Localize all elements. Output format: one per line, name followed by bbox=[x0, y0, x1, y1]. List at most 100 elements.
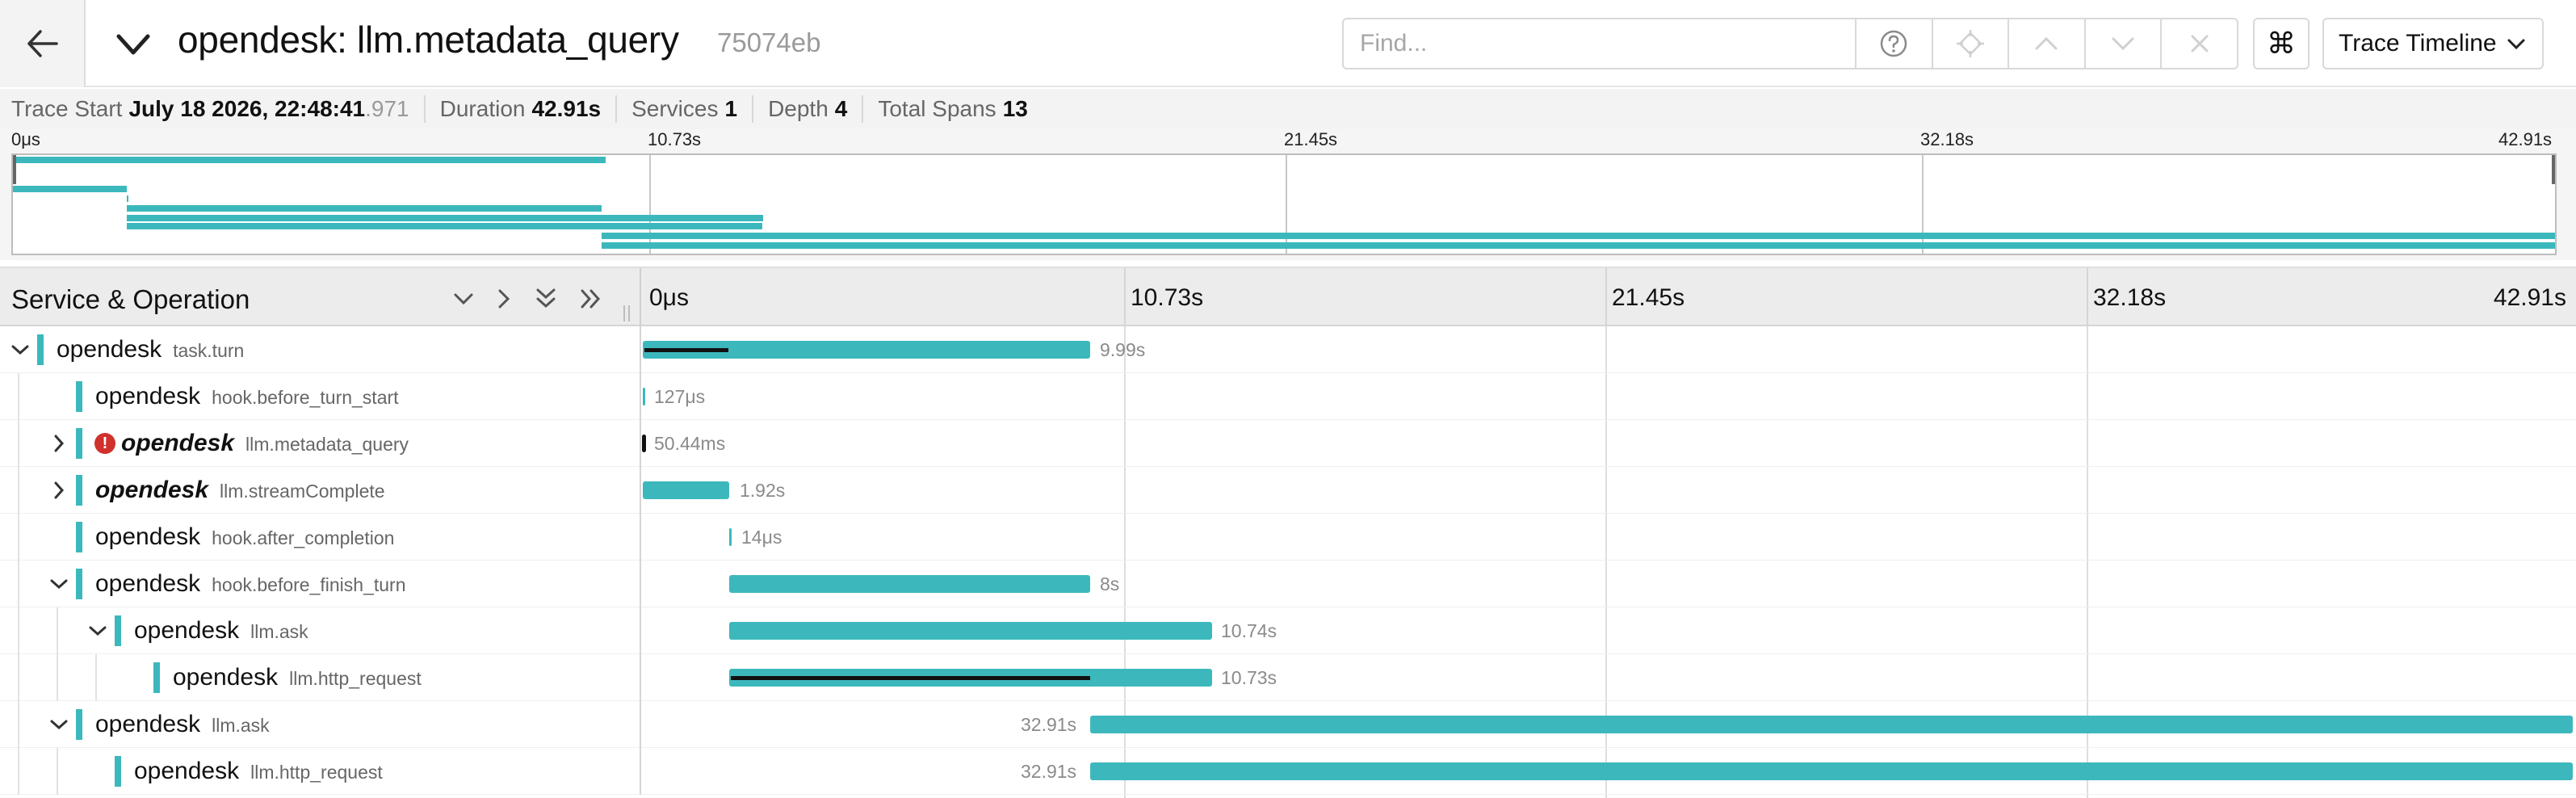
timeline-header: Service & Operation 0μs 10.73s 21.45s 32… bbox=[0, 267, 2576, 328]
span-name-cell[interactable]: opendesk llm.http_request bbox=[0, 748, 641, 795]
minimap-span bbox=[602, 233, 2555, 239]
operation-name: llm.http_request bbox=[250, 762, 383, 783]
span-toggle[interactable] bbox=[8, 338, 32, 362]
arrow-left-icon bbox=[27, 30, 58, 57]
find-help-button[interactable] bbox=[1854, 19, 1932, 68]
span-bar[interactable] bbox=[729, 575, 1090, 593]
trace-id: 75074eb bbox=[717, 27, 821, 57]
operation-name: llm.ask bbox=[212, 715, 270, 736]
span-name-cell[interactable]: ! opendesk llm.metadata_query bbox=[0, 420, 641, 467]
trace-header: opendesk: llm.metadata_query 75074eb bbox=[0, 0, 2576, 87]
span-toggle[interactable] bbox=[47, 712, 71, 737]
operation-name: hook.after_completion bbox=[212, 527, 395, 548]
expand-all-button[interactable] bbox=[575, 284, 607, 313]
service-name: opendesk bbox=[121, 430, 235, 456]
span-service: opendesk llm.ask bbox=[95, 711, 270, 738]
minimap-handle-right[interactable] bbox=[2552, 155, 2555, 184]
chevron-down-icon bbox=[89, 626, 107, 636]
next-match-button[interactable] bbox=[2083, 19, 2161, 68]
timeline-tick-line bbox=[1124, 268, 1126, 328]
chevron-down-icon bbox=[116, 34, 150, 55]
span-service: opendesk llm.ask bbox=[134, 617, 308, 645]
collapse-header-button[interactable] bbox=[111, 24, 155, 65]
span-row[interactable]: opendesk llm.ask 10.74s bbox=[0, 607, 2576, 654]
span-bar[interactable] bbox=[1090, 716, 2573, 733]
column-resize-handle[interactable] bbox=[623, 305, 630, 321]
chevron-down-icon bbox=[50, 720, 68, 730]
trace-depth: Depth 4 bbox=[768, 96, 847, 122]
service-name: opendesk bbox=[173, 664, 279, 691]
command-icon: ⌘ bbox=[2267, 27, 2296, 60]
span-name-cell[interactable]: opendesk llm.streamComplete bbox=[0, 467, 641, 514]
collapse-one-button[interactable] bbox=[447, 284, 480, 313]
duration-label: Duration bbox=[439, 96, 526, 121]
span-name-cell[interactable]: opendesk llm.http_request bbox=[0, 654, 641, 701]
service-name: opendesk bbox=[95, 477, 209, 503]
span-row[interactable]: opendesk hook.before_turn_start 127μs bbox=[0, 373, 2576, 420]
keyboard-shortcuts-button[interactable]: ⌘ bbox=[2253, 18, 2310, 69]
span-bar[interactable] bbox=[729, 622, 1212, 640]
span-row[interactable]: opendesk llm.ask 32.91s bbox=[0, 701, 2576, 748]
span-toggle[interactable] bbox=[86, 619, 110, 643]
span-name-cell[interactable]: opendesk hook.before_finish_turn bbox=[0, 561, 641, 607]
chevron-right-icon bbox=[54, 435, 65, 452]
span-row[interactable]: opendesk llm.http_request 32.91s bbox=[0, 748, 2576, 795]
span-bar[interactable] bbox=[1090, 762, 2573, 780]
span-duration: 8s bbox=[1100, 573, 1120, 594]
span-name-cell[interactable]: opendesk llm.ask bbox=[0, 701, 641, 748]
span-row[interactable]: ! opendesk llm.metadata_query 50.44ms bbox=[0, 420, 2576, 467]
minimap-handle-left[interactable] bbox=[13, 155, 16, 184]
span-name-cell[interactable]: opendesk task.turn bbox=[0, 326, 641, 373]
span-service: opendesk llm.http_request bbox=[173, 664, 422, 691]
span-row[interactable]: opendesk llm.http_request 10.73s bbox=[0, 654, 2576, 701]
expand-one-button[interactable] bbox=[488, 284, 520, 313]
trace-minimap[interactable]: 0μs 10.73s 21.45s 32.18s 42.91s bbox=[0, 129, 2576, 260]
span-self-time bbox=[644, 348, 728, 352]
span-name-cell[interactable]: opendesk llm.ask bbox=[0, 607, 641, 654]
span-service: opendesk hook.before_turn_start bbox=[95, 383, 399, 410]
span-name-cell[interactable]: opendesk hook.after_completion bbox=[0, 514, 641, 561]
span-row[interactable]: opendesk llm.streamComplete 1.92s bbox=[0, 467, 2576, 514]
span-bar[interactable] bbox=[643, 341, 1090, 359]
minimap-tick: 21.45s bbox=[1284, 129, 1338, 149]
service-name: opendesk bbox=[57, 336, 162, 363]
minimap-span bbox=[127, 205, 602, 212]
duration-value: 42.91s bbox=[531, 96, 602, 121]
trace-summary: Trace Start July 18 2026, 22:48:41.971 D… bbox=[0, 89, 2576, 129]
previous-match-button[interactable] bbox=[2008, 19, 2084, 68]
find-input[interactable] bbox=[1344, 19, 1855, 68]
span-bar[interactable] bbox=[643, 481, 729, 499]
span-rows: opendesk task.turn 9.99s opendesk hook.bef… bbox=[0, 326, 2576, 798]
span-toggle[interactable] bbox=[47, 478, 71, 502]
indent-guide bbox=[57, 607, 58, 654]
span-row[interactable]: opendesk task.turn 9.99s bbox=[0, 326, 2576, 373]
operation-name: hook.before_finish_turn bbox=[212, 574, 406, 595]
span-bar[interactable] bbox=[643, 388, 645, 405]
minimap-span bbox=[13, 157, 606, 163]
minimap-span bbox=[127, 215, 763, 221]
timeline-tick-line bbox=[2087, 268, 2088, 328]
clear-find-button[interactable] bbox=[2160, 19, 2237, 68]
divider bbox=[862, 95, 864, 123]
timeline-tick-line bbox=[1605, 268, 1607, 328]
span-name-cell[interactable]: opendesk hook.before_turn_start bbox=[0, 373, 641, 420]
column-divider bbox=[640, 268, 641, 328]
minimap-tick: 0μs bbox=[11, 129, 40, 149]
span-row[interactable]: opendesk hook.before_finish_turn 8s bbox=[0, 561, 2576, 607]
span-toggle[interactable] bbox=[47, 572, 71, 596]
locate-button[interactable] bbox=[1931, 19, 2008, 68]
minimap-canvas[interactable] bbox=[11, 153, 2557, 255]
back-button[interactable] bbox=[0, 0, 86, 87]
span-row[interactable]: opendesk hook.after_completion 14μs bbox=[0, 514, 2576, 561]
service-color-bar bbox=[115, 756, 121, 787]
services-label: Services bbox=[631, 96, 719, 121]
span-bar[interactable] bbox=[729, 528, 732, 546]
view-select[interactable]: Trace Timeline bbox=[2322, 18, 2544, 69]
span-service: opendesk hook.after_completion bbox=[95, 523, 394, 551]
collapse-all-button[interactable] bbox=[530, 284, 562, 313]
trace-start-label: Trace Start bbox=[11, 96, 123, 121]
span-bar[interactable] bbox=[642, 435, 646, 452]
chevron-down-icon bbox=[50, 579, 68, 590]
span-toggle[interactable] bbox=[47, 431, 71, 456]
timeline-gridline bbox=[1605, 326, 1607, 798]
